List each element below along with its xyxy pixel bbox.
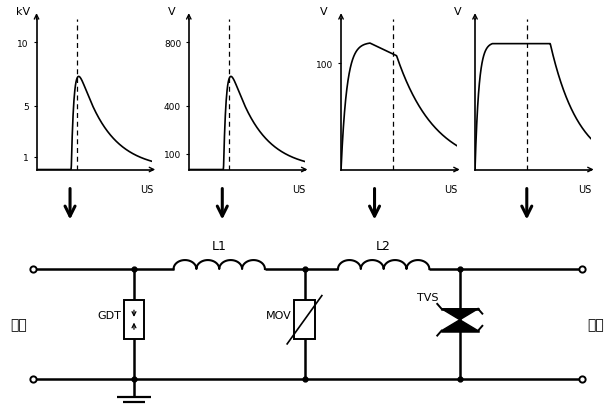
Text: V: V xyxy=(320,7,328,17)
Text: V: V xyxy=(168,7,175,17)
Text: L2: L2 xyxy=(376,239,391,252)
Text: L1: L1 xyxy=(212,239,227,252)
Text: kV: kV xyxy=(16,7,30,17)
Text: US: US xyxy=(445,184,457,194)
Text: MOV: MOV xyxy=(266,310,291,320)
Polygon shape xyxy=(442,309,478,320)
Text: 输出: 输出 xyxy=(588,317,605,331)
Text: GDT: GDT xyxy=(97,310,121,320)
Text: US: US xyxy=(140,184,153,194)
Text: US: US xyxy=(292,184,305,194)
Text: V: V xyxy=(454,7,462,17)
Text: US: US xyxy=(579,184,591,194)
Bar xyxy=(124,301,144,339)
Text: 输入: 输入 xyxy=(10,317,27,331)
Text: TVS: TVS xyxy=(417,293,438,303)
Bar xyxy=(295,301,314,339)
Polygon shape xyxy=(442,320,478,331)
